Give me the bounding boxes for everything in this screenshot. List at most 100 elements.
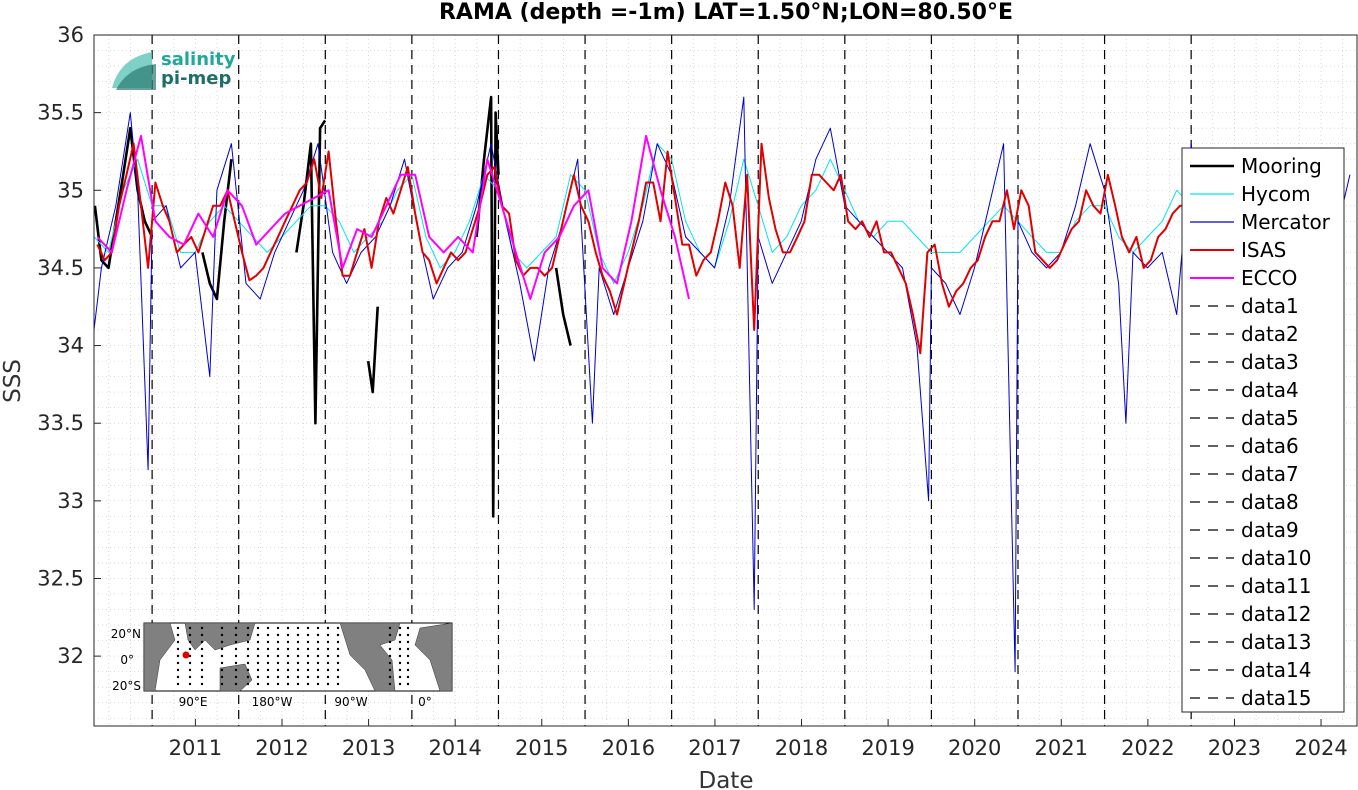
inset-mooring-dot	[220, 647, 224, 651]
inset-mooring-dot	[256, 682, 260, 686]
inset-mooring-dot	[266, 654, 270, 658]
inset-mooring-dot	[296, 675, 300, 679]
series-line-mooring	[201, 159, 233, 301]
inset-mooring-dot	[276, 654, 280, 658]
inset-mooring-dot	[286, 668, 290, 672]
inset-mooring-dot	[306, 661, 310, 665]
inset-land-africa	[143, 622, 176, 692]
x-tick-label: 2024	[1294, 736, 1347, 760]
inset-mooring-dot	[398, 626, 402, 630]
inset-mooring-dot	[266, 640, 270, 644]
inset-mooring-dot	[200, 647, 204, 651]
inset-mooring-dot	[336, 675, 340, 679]
inset-mooring-dot	[266, 647, 270, 651]
inset-mooring-dot	[388, 626, 392, 630]
inset-mooring-dot	[220, 682, 224, 686]
inset-mooring-dot	[266, 661, 270, 665]
inset-mooring-dot	[234, 654, 238, 658]
legend-label: data9	[1241, 518, 1299, 542]
inset-mooring-dot	[200, 661, 204, 665]
inset-mooring-dot	[316, 675, 320, 679]
legend-label: data1	[1241, 294, 1299, 318]
inset-mooring-dot	[336, 682, 340, 686]
inset-mooring-dot	[398, 661, 402, 665]
inset-mooring-dot	[276, 633, 280, 637]
inset-mooring-dot	[336, 647, 340, 651]
inset-mooring-dot	[296, 661, 300, 665]
legend: Mooring Hycom Mercator ISAS ECCO data1 data2 da…	[1181, 147, 1345, 713]
inset-mooring-dot	[176, 682, 180, 686]
y-tick-label: 32	[57, 644, 84, 668]
inset-mooring-dot	[296, 633, 300, 637]
inset-mooring-dot	[256, 626, 260, 630]
inset-mooring-dot	[234, 661, 238, 665]
inset-mooring-dot	[398, 640, 402, 644]
tick-layer: 32 32.5 33 33.5 34 34.5 35 35.5 36 2011 2012 2013 20…	[37, 23, 1348, 760]
inset-mooring-dot	[276, 682, 280, 686]
inset-mooring-dot	[398, 675, 402, 679]
legend-label: ECCO	[1241, 266, 1297, 290]
inset-mooring-dot	[234, 668, 238, 672]
inset-mooring-dot	[336, 661, 340, 665]
inset-lat-label-north: 20°N	[111, 627, 141, 641]
logo-text-salinity: salinity	[161, 49, 236, 70]
inset-mooring-dot	[176, 633, 180, 637]
inset-mooring-dot	[316, 682, 320, 686]
inset-mooring-dot	[286, 675, 290, 679]
inset-mooring-dot	[406, 682, 410, 686]
inset-land-asia	[184, 622, 256, 651]
inset-mooring-dot	[200, 633, 204, 637]
inset-mooring-dot	[388, 668, 392, 672]
x-tick-label: 2018	[775, 736, 828, 760]
inset-mooring-dot	[188, 675, 192, 679]
x-tick-label: 2016	[602, 736, 655, 760]
series-line-mooring	[554, 267, 572, 346]
inset-mooring-dot	[316, 647, 320, 651]
legend-label: data6	[1241, 434, 1299, 458]
y-tick-label: 35	[57, 178, 84, 202]
inset-mooring-dot	[256, 640, 260, 644]
legend-label: data8	[1241, 490, 1299, 514]
x-tick-label: 2022	[1121, 736, 1174, 760]
inset-mooring-dot	[188, 633, 192, 637]
inset-mooring-dot	[220, 654, 224, 658]
y-axis-label: SSS	[0, 359, 26, 403]
series-line-mooring	[366, 306, 379, 394]
legend-label: data4	[1241, 378, 1299, 402]
inset-mooring-dot	[326, 626, 330, 630]
inset-map: 20°N 0° 20°S 90°E 180°W 90°W 0°	[111, 622, 453, 709]
inset-mooring-dot	[234, 647, 238, 651]
inset-mooring-dot	[296, 640, 300, 644]
grid-layer	[94, 34, 1357, 726]
series-line-hycom	[93, 143, 1192, 284]
inset-mooring-dot	[286, 633, 290, 637]
series-line-isas	[96, 142, 1188, 355]
inset-mooring-dot	[176, 626, 180, 630]
inset-mooring-dot	[176, 675, 180, 679]
inset-mooring-dot	[220, 661, 224, 665]
inset-mooring-dot	[246, 640, 250, 644]
inset-mooring-dot	[286, 640, 290, 644]
inset-lon-label-180w: 180°W	[252, 695, 293, 709]
inset-mooring-dot	[398, 668, 402, 672]
inset-selected-mooring-marker	[182, 651, 190, 659]
inset-mooring-dot	[296, 647, 300, 651]
inset-mooring-dot	[296, 626, 300, 630]
inset-mooring-dot	[296, 654, 300, 658]
inset-mooring-dot	[306, 668, 310, 672]
inset-mooring-dot	[188, 661, 192, 665]
inset-mooring-dot	[306, 654, 310, 658]
inset-mooring-dot	[276, 675, 280, 679]
inset-mooring-dot	[256, 668, 260, 672]
inset-mooring-dot	[336, 626, 340, 630]
inset-mooring-dot	[326, 675, 330, 679]
x-tick-label: 2013	[342, 736, 395, 760]
inset-mooring-dot	[286, 661, 290, 665]
inset-mooring-dot	[220, 626, 224, 630]
legend-label: Hycom	[1241, 182, 1311, 206]
inset-mooring-dot	[200, 654, 204, 658]
inset-mooring-dot	[200, 668, 204, 672]
inset-mooring-dot	[306, 647, 310, 651]
inset-mooring-dot	[406, 668, 410, 672]
inset-mooring-dot	[406, 675, 410, 679]
